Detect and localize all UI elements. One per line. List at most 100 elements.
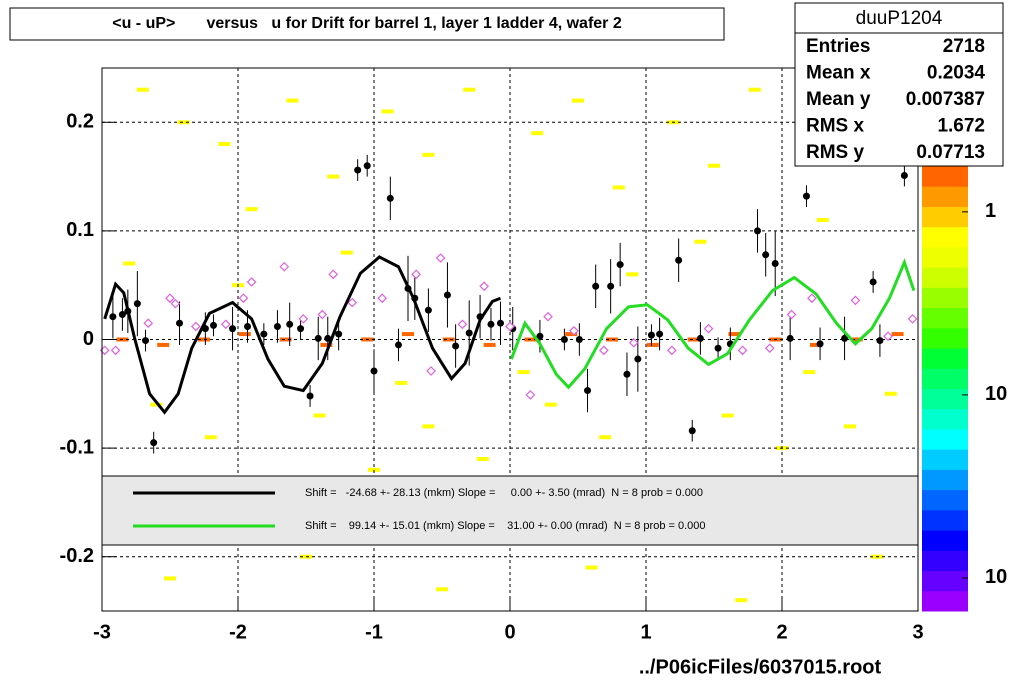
point (335, 330, 343, 338)
point (696, 334, 704, 342)
footer: ../P06icFiles/6037015.root (639, 656, 882, 678)
histogram-cell (164, 576, 176, 581)
histogram-cell (422, 152, 435, 157)
histogram-cell (850, 337, 863, 342)
title-box (9, 7, 725, 41)
point (246, 277, 257, 287)
histogram-cell (544, 402, 557, 407)
palette-cell (922, 186, 968, 207)
palette-cell (922, 287, 968, 309)
point (592, 282, 600, 290)
x-tick-label: -1 (365, 621, 383, 643)
point (386, 194, 394, 202)
y-tick-label: -0.2 (60, 545, 94, 567)
point (142, 337, 150, 345)
point (133, 300, 141, 308)
histogram-cell (463, 87, 476, 92)
histogram-cell (517, 370, 530, 375)
point (584, 387, 592, 395)
point (363, 162, 371, 170)
palette-cell (922, 327, 968, 349)
point (816, 340, 824, 348)
point (424, 306, 432, 314)
histogram-cell (565, 332, 578, 337)
y-tick-label: 0.2 (66, 111, 94, 133)
point (143, 318, 154, 329)
point (465, 329, 473, 337)
histogram-cell (136, 87, 149, 92)
histogram-cell (381, 109, 394, 114)
z-tick-label: 10 (985, 566, 1007, 588)
histogram-cell (123, 261, 136, 266)
histogram-cell (687, 337, 700, 342)
chart-title: <u - uP> versus u for Drift for barrel 1… (112, 15, 622, 32)
stats-value: 0.07713 (916, 142, 985, 163)
plot-frame (101, 67, 919, 612)
stats-label: Entries (806, 36, 870, 57)
y-tick-label: 0.1 (66, 219, 94, 241)
histogram-cell (748, 87, 761, 92)
point (496, 319, 504, 327)
histogram-cell (368, 467, 380, 472)
point (220, 319, 231, 330)
histogram-cell (721, 413, 734, 418)
stats-label: Mean y (806, 89, 871, 110)
point (176, 319, 184, 327)
histogram-cell (810, 342, 822, 347)
point (771, 259, 779, 267)
stats-box (794, 2, 1004, 167)
point (786, 309, 797, 320)
palette-cell (922, 428, 968, 450)
point (786, 334, 794, 342)
point (170, 298, 181, 309)
stats-title: duuP1204 (856, 8, 943, 29)
histogram-cell (891, 332, 904, 337)
point (505, 321, 515, 332)
z-tick-label: 10 (985, 383, 1007, 405)
point (317, 309, 328, 320)
histogram-cell (694, 239, 707, 244)
x-tick-label: 1 (640, 621, 651, 643)
point (754, 227, 762, 235)
palette-cell (922, 388, 968, 410)
y-tick-label: 0 (83, 328, 94, 350)
point (443, 291, 451, 299)
histogram-cell (708, 163, 720, 168)
point (457, 319, 468, 330)
point (273, 322, 281, 330)
histogram-cell (612, 185, 625, 190)
legend-box (101, 475, 919, 546)
histogram-cell (177, 120, 190, 125)
histogram-cell (646, 342, 659, 347)
palette-cell (922, 469, 968, 491)
point (607, 282, 615, 290)
histogram-cell (402, 332, 414, 337)
stats-label: RMS y (806, 142, 865, 163)
point (883, 331, 893, 342)
histogram-cell (572, 98, 584, 103)
point (279, 261, 290, 272)
point (298, 314, 309, 324)
histogram-cell (436, 587, 448, 592)
point (714, 344, 722, 352)
histogram-cell (157, 342, 170, 347)
palette-cell (922, 449, 968, 470)
palette-cell (922, 206, 968, 228)
point (150, 439, 158, 447)
x-tick-label: -3 (93, 621, 111, 643)
point (229, 325, 237, 333)
palette-cell (922, 408, 968, 430)
point (575, 336, 583, 343)
histogram-cell (150, 402, 163, 407)
y-tick-label: -0.1 (60, 436, 94, 458)
stats-value: 0.2034 (927, 63, 986, 84)
point (598, 345, 609, 356)
palette-cell (922, 489, 968, 511)
palette-cell (922, 550, 968, 572)
point (411, 269, 422, 280)
histogram-cell (245, 207, 258, 212)
point (623, 370, 631, 378)
x-tick-label: -2 (229, 621, 247, 643)
palette-cell (922, 509, 968, 531)
